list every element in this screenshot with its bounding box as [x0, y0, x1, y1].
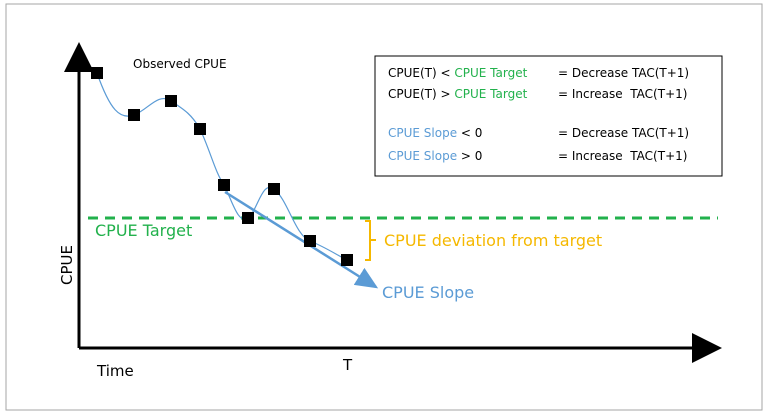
- deviation-label: CPUE deviation from target: [384, 231, 602, 250]
- observation: [91, 67, 103, 79]
- observation: [268, 183, 280, 195]
- y-axis-label: CPUE: [58, 245, 76, 285]
- rule-result: = Increase TAC(T+1): [558, 87, 687, 101]
- observed-label: Observed CPUE: [133, 57, 227, 71]
- observations: [91, 67, 353, 266]
- rule: CPUE(T) > CPUE Target: [388, 87, 528, 101]
- observation: [194, 123, 206, 135]
- target-label: CPUE Target: [95, 221, 192, 240]
- observation: [304, 235, 316, 247]
- slope-arrow: [224, 190, 379, 289]
- rule-result: = Decrease TAC(T+1): [558, 126, 689, 140]
- rule: CPUE(T) < CPUE Target: [388, 66, 528, 80]
- rule-result: = Increase TAC(T+1): [558, 149, 687, 163]
- rule: CPUE Slope < 0: [388, 126, 482, 140]
- x-axis-end-label: T: [342, 356, 353, 374]
- slope-label: CPUE Slope: [382, 283, 474, 302]
- observation: [218, 179, 230, 191]
- rule-condition: < 0: [461, 126, 483, 140]
- rule-condition: > 0: [461, 149, 483, 163]
- rule-subject: CPUE(T) >: [388, 87, 451, 101]
- x-axis-start-label: Time: [96, 362, 134, 380]
- rule-term: CPUE Slope: [388, 149, 457, 163]
- observation: [128, 109, 140, 121]
- deviation-bracket: [365, 220, 376, 261]
- rule-term: CPUE Target: [454, 87, 527, 101]
- rule: CPUE Slope > 0: [388, 149, 482, 163]
- rule-term: CPUE Slope: [388, 126, 457, 140]
- rule-result: = Decrease TAC(T+1): [558, 66, 689, 80]
- observation: [165, 95, 177, 107]
- rule-subject: CPUE(T) <: [388, 66, 451, 80]
- rule-term: CPUE Target: [454, 66, 527, 80]
- observation: [242, 212, 254, 224]
- rules-box: [374, 55, 723, 177]
- observation: [341, 254, 353, 266]
